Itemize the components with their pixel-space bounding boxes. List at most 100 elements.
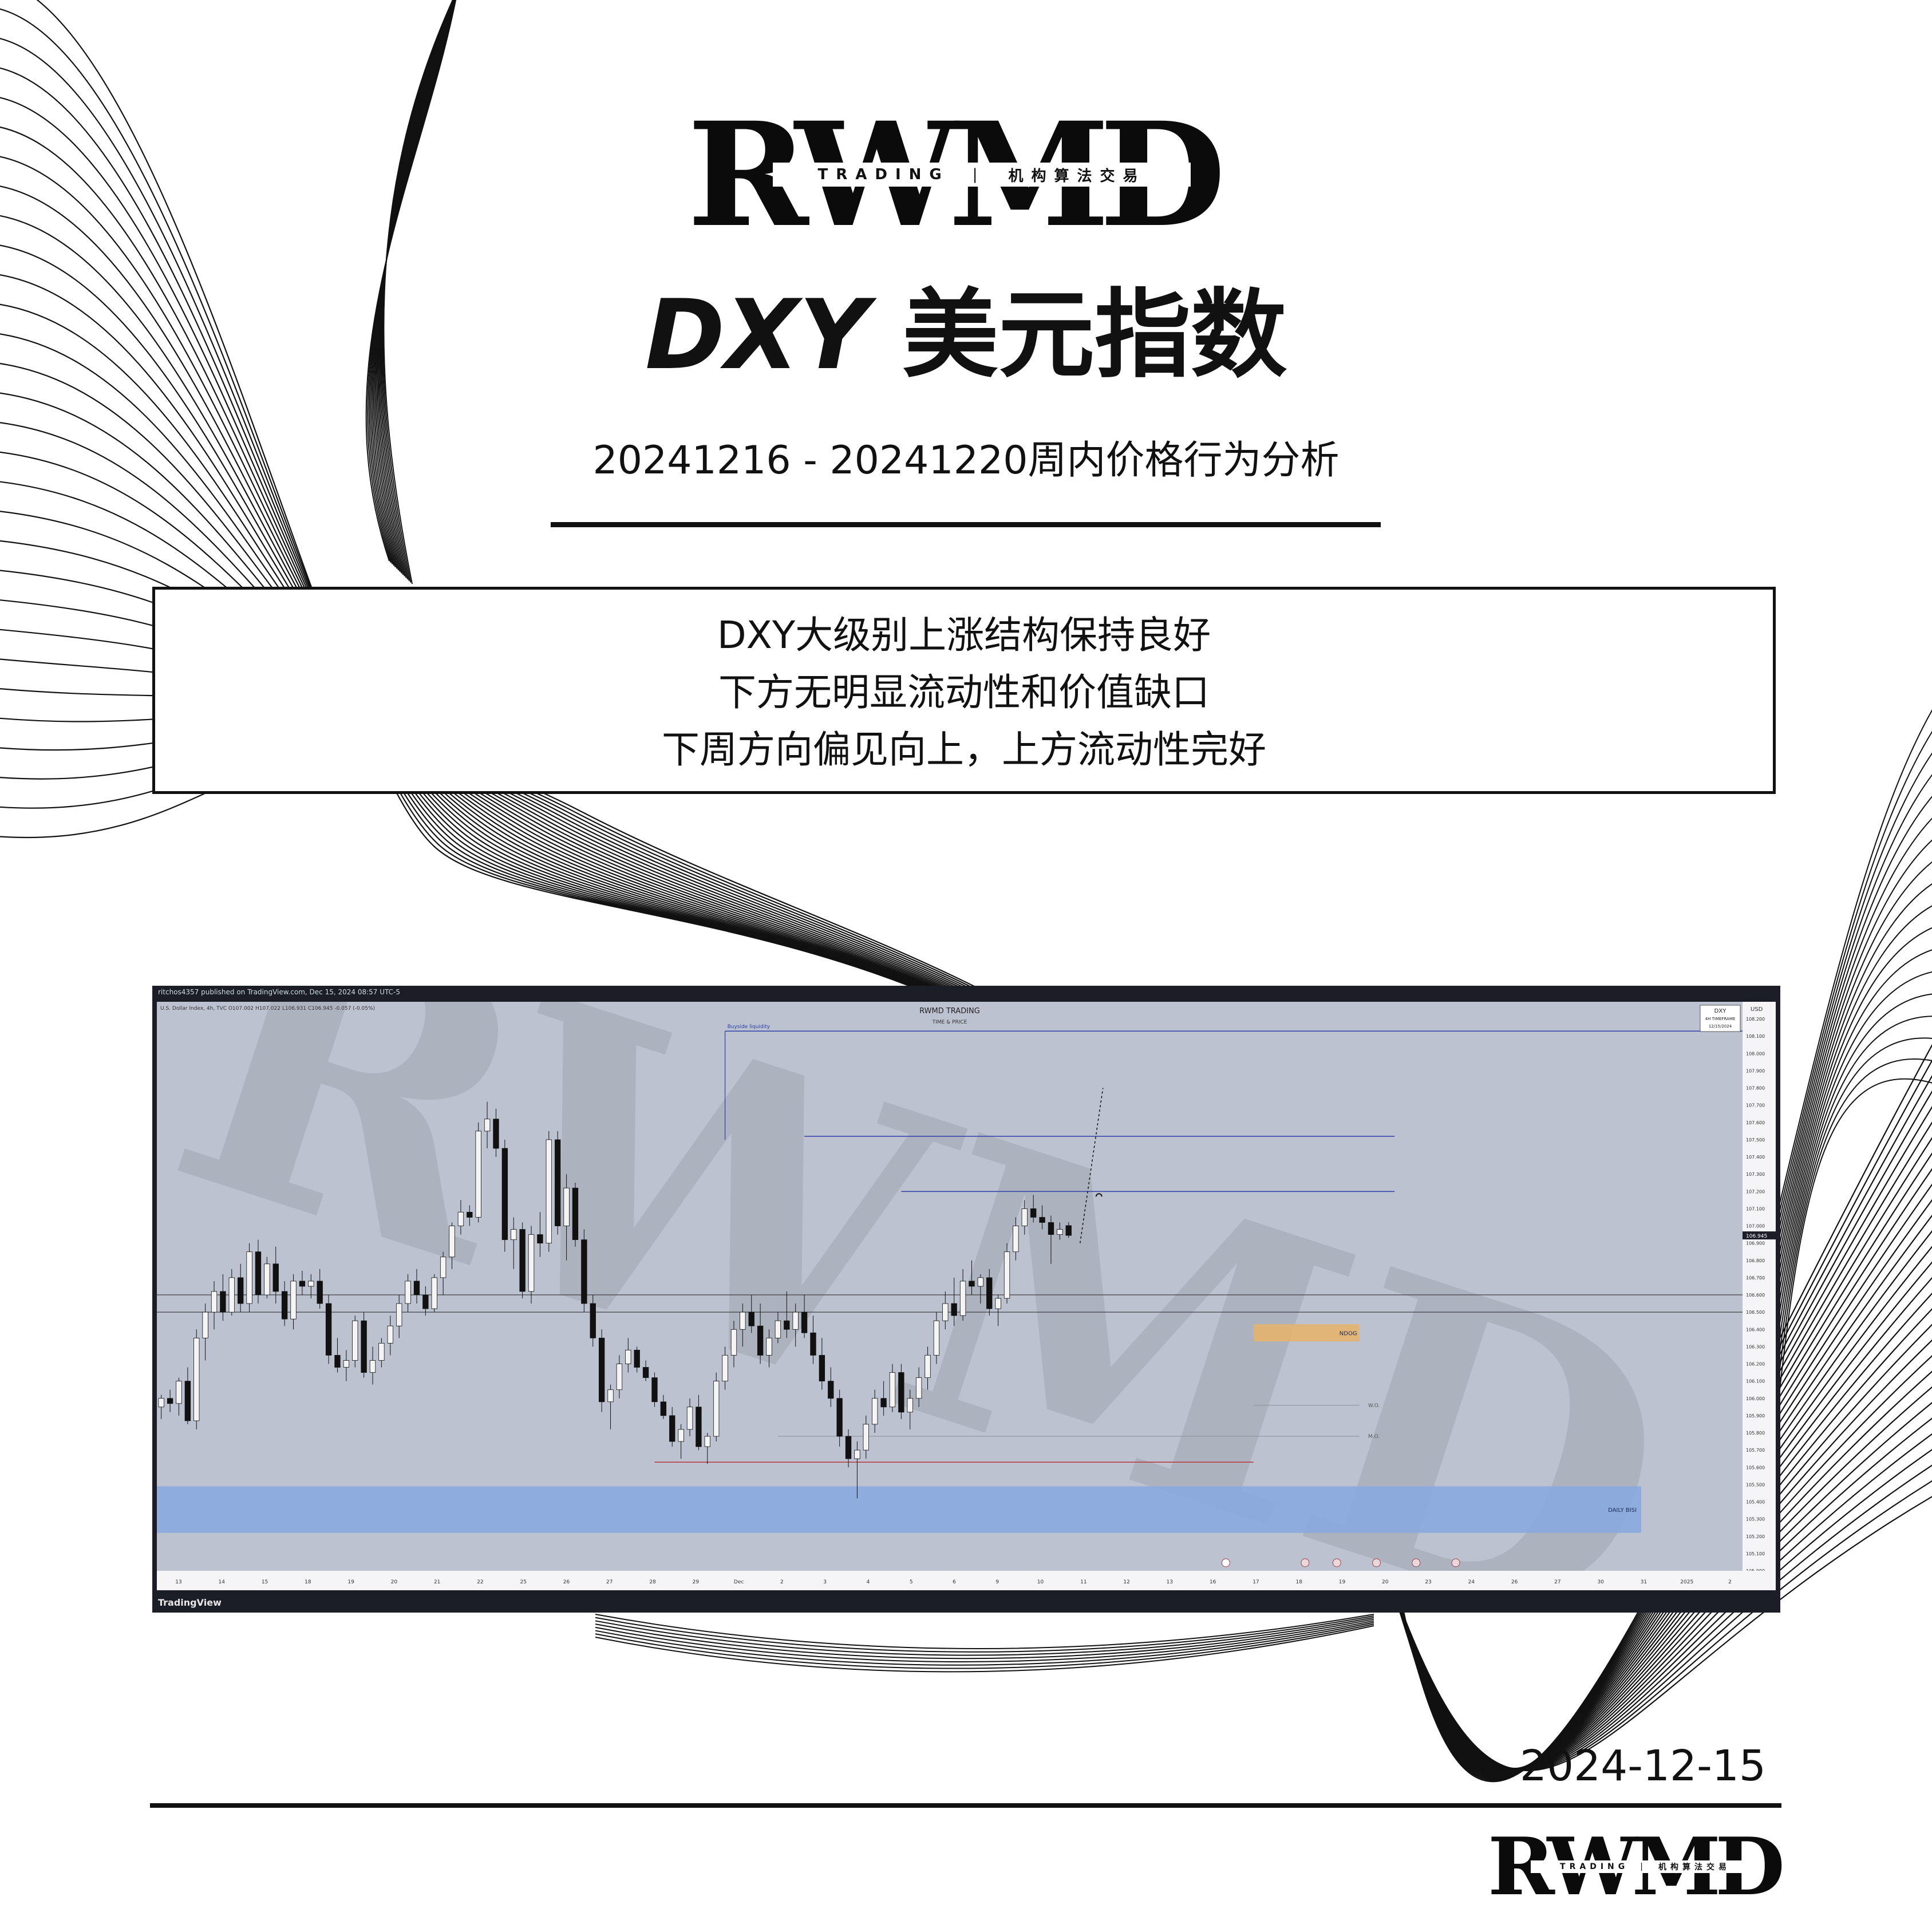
candle [959,1281,966,1316]
x-tick-label: 22 [477,1579,483,1585]
x-tick-label: 2 [1728,1579,1732,1585]
y-tick-label: 105.600 [1746,1465,1765,1470]
footer-logo-tagline-separator: | [1640,1862,1647,1871]
magnet-icon [1095,1193,1103,1197]
y-tick-label: 107.900 [1746,1068,1765,1073]
time-axis [157,1571,1776,1590]
candle [334,1355,341,1368]
candle [475,1131,481,1218]
candle [220,1291,226,1313]
economic-event-icon [1372,1558,1381,1567]
candle [977,1277,984,1287]
candle [590,1303,596,1338]
y-tick-label: 107.100 [1746,1206,1765,1211]
chart-subtitle: TIME & PRICE [932,1020,967,1025]
candle [422,1294,429,1309]
candle [519,1229,526,1292]
x-tick-label: 26 [563,1579,570,1585]
y-tick-label: 106.400 [1746,1327,1765,1332]
x-tick-label: 19 [347,1579,354,1585]
x-tick-label: 6 [953,1579,956,1585]
y-tick-label: 105.900 [1746,1413,1765,1419]
page-title: DXY 美元指数 [0,278,1932,392]
candle [634,1350,640,1368]
badge-text: DXY [1714,1008,1727,1014]
y-tick-label: 105.100 [1746,1551,1765,1556]
x-tick-label: 18 [1295,1579,1302,1585]
candle [898,1372,904,1413]
footer-divider [150,1803,1781,1808]
y-tick-label: 107.000 [1746,1224,1765,1229]
candle [669,1415,675,1442]
candle [1065,1225,1072,1236]
candle [889,1372,896,1408]
logo-tagline: TRADING | 机构算法交易 [773,163,1191,187]
candle [792,1311,799,1330]
wave-line [595,1622,1374,1666]
x-tick-label: 19 [1339,1579,1346,1585]
candle [184,1381,191,1421]
summary-box: DXY大级别上涨结构保持良好 下方无明显流动性和价值缺口 下周方向偏见向上，上方… [152,587,1776,794]
candle [290,1281,297,1319]
candle [501,1148,508,1240]
x-tick-label: 23 [1425,1579,1431,1585]
candle [511,1229,517,1240]
candle [467,1212,473,1218]
x-tick-label: Dec [734,1579,744,1585]
candle [1021,1208,1028,1226]
candle [369,1360,376,1373]
y-tick-label: 107.300 [1746,1172,1765,1177]
candle [528,1234,535,1292]
y-tick-label: 107.600 [1746,1120,1765,1125]
logo-tagline-separator: | [972,166,986,183]
candle [801,1311,808,1333]
y-tick-label: 106.500 [1746,1310,1765,1315]
page-title-latin: DXY [645,279,869,391]
projection-arrow [1080,1088,1104,1243]
chart-publisher-line: ritchos4357 published on TradingView.com… [158,988,400,996]
last-price-label: 106.945 [1746,1234,1767,1239]
candle [308,1281,314,1287]
candle [951,1303,957,1316]
y-tick-label: 106.600 [1746,1293,1765,1298]
candle [915,1377,922,1399]
candle [651,1377,658,1402]
candle [924,1355,931,1378]
footer-logo-tagline-left: TRADING [1560,1862,1629,1871]
candle [810,1332,816,1356]
x-tick-label: 20 [1382,1579,1389,1585]
candle [238,1277,244,1304]
candle [272,1263,279,1292]
candle [722,1355,728,1382]
badge-text: 12/15/2024 [1709,1024,1732,1029]
monthly-open-label: M.O. [1368,1434,1380,1440]
candle [431,1277,437,1309]
x-tick-label: 13 [175,1579,181,1585]
candle [730,1329,737,1356]
candle [378,1343,385,1361]
candle [969,1281,975,1287]
candle [158,1398,164,1408]
candle [836,1398,843,1437]
logo-tagline-right: 机构算法交易 [1008,167,1146,185]
candle [819,1355,825,1382]
candle [484,1119,491,1132]
x-tick-label: 18 [305,1579,311,1585]
candle [1048,1222,1054,1235]
y-tick-label: 105.500 [1746,1482,1765,1487]
tradingview-logo: TradingView [158,1597,222,1608]
candle [766,1337,772,1356]
candle [986,1277,993,1309]
x-tick-label: 29 [693,1579,700,1585]
y-tick-label: 107.500 [1746,1137,1765,1143]
candle [1039,1217,1045,1223]
x-tick-label: 11 [1080,1579,1086,1585]
x-tick-label: 28 [649,1579,656,1585]
candle [1003,1251,1010,1299]
candle [995,1298,1001,1309]
candle [555,1139,561,1226]
candle [167,1398,173,1404]
x-tick-label: 21 [434,1579,440,1585]
zone-label: DAILY BISI [1608,1507,1637,1514]
